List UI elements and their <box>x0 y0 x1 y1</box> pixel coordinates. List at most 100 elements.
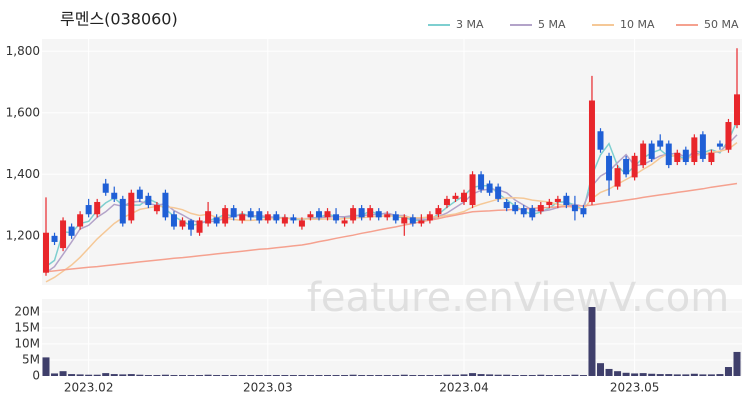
volume-bar <box>579 375 587 376</box>
volume-bar <box>614 371 622 376</box>
volume-bar <box>434 375 442 376</box>
y-tick-label: 5M <box>22 352 40 366</box>
volume-bar <box>366 375 374 376</box>
y-tick-label: 15M <box>14 320 40 334</box>
candle-body <box>43 232 49 273</box>
candle-body <box>409 217 416 224</box>
volume-bar <box>76 374 84 376</box>
volume-bar <box>409 375 417 376</box>
volume-bar <box>161 374 169 376</box>
volume-bar <box>707 374 715 376</box>
x-tick-label: 2023.03 <box>243 381 293 395</box>
candle-body <box>102 183 109 193</box>
candle-body <box>273 214 280 221</box>
candle-body <box>571 205 578 212</box>
candle-body <box>588 100 595 202</box>
volume-bar <box>375 375 383 376</box>
candle-body <box>77 214 84 227</box>
volume-bar <box>51 373 59 376</box>
candle-body <box>486 183 493 193</box>
candle-body <box>512 205 519 212</box>
candle-body <box>623 158 630 175</box>
volume-bar <box>358 375 366 376</box>
candle-body <box>324 211 331 218</box>
volume-bar <box>605 368 613 376</box>
volume-bar <box>460 374 468 376</box>
volume-bar <box>238 375 246 376</box>
candle-body <box>529 208 536 218</box>
volume-bar <box>306 375 314 376</box>
volume-bar <box>110 374 118 376</box>
volume-bar <box>42 357 50 376</box>
candle-body <box>213 217 220 224</box>
candle-body <box>94 201 101 215</box>
candle-body <box>734 94 740 126</box>
candle-body <box>520 208 527 215</box>
candle-body <box>725 122 732 150</box>
y-tick-label: 10M <box>14 336 40 350</box>
candle-body <box>333 214 340 221</box>
legend-label: 3 MA <box>456 18 484 31</box>
candle-body <box>375 211 382 218</box>
candle-body <box>188 220 195 230</box>
volume-bar <box>597 363 605 376</box>
volume-bar <box>213 375 221 376</box>
volume-bar <box>153 375 161 376</box>
candle-body <box>426 214 433 221</box>
volume-bar <box>221 375 229 376</box>
candle-body <box>469 174 476 206</box>
volume-bar <box>545 375 553 376</box>
volume-bar <box>349 374 357 376</box>
candle-body <box>341 220 348 224</box>
legend-label: 5 MA <box>538 18 566 31</box>
candle-body <box>119 198 126 224</box>
volume-bar <box>511 375 519 376</box>
candle-body <box>145 195 152 206</box>
candle-body <box>51 235 58 242</box>
candle-body <box>307 214 314 218</box>
volume-bar <box>469 373 477 376</box>
volume-bar <box>520 375 528 376</box>
candle-body <box>503 201 510 209</box>
x-tick-label: 2023.02 <box>64 381 114 395</box>
candle-body <box>205 211 212 224</box>
candle-body <box>435 208 442 215</box>
candle-body <box>580 208 587 215</box>
x-tick-label: 2023.04 <box>439 381 489 395</box>
volume-bar <box>85 374 93 376</box>
candle-body <box>674 152 681 162</box>
volume-bar <box>93 374 101 376</box>
volume-bar <box>144 375 152 376</box>
y-tick-label: 0 <box>32 369 40 383</box>
candle-body <box>298 220 305 227</box>
volume-bar <box>187 375 195 376</box>
candle-body <box>290 217 297 221</box>
y-tick-label: 1,200 <box>6 228 40 242</box>
volume-bar <box>170 375 178 376</box>
volume-bar <box>255 375 263 376</box>
candle-body <box>554 198 561 202</box>
volume-bar <box>298 375 306 376</box>
candle-body <box>691 137 698 162</box>
candle-body <box>708 152 715 162</box>
volume-bar <box>690 373 698 376</box>
volume-bar <box>426 375 434 376</box>
volume-bar <box>383 375 391 376</box>
volume-bar <box>178 375 186 376</box>
volume-bar <box>648 373 656 376</box>
candle-body <box>648 143 655 159</box>
volume-bar <box>341 375 349 376</box>
candle-body <box>111 192 118 199</box>
candle-body <box>631 155 638 178</box>
y-tick-label: 20M <box>14 304 40 318</box>
candle-body <box>153 205 160 212</box>
candle-body <box>170 214 177 227</box>
volume-bar <box>537 374 545 376</box>
candle-body <box>665 143 672 166</box>
volume-bar <box>588 307 596 376</box>
volume-bar <box>571 374 579 376</box>
volume-bar <box>400 374 408 376</box>
candle-body <box>699 134 706 159</box>
candle-body <box>597 131 604 150</box>
